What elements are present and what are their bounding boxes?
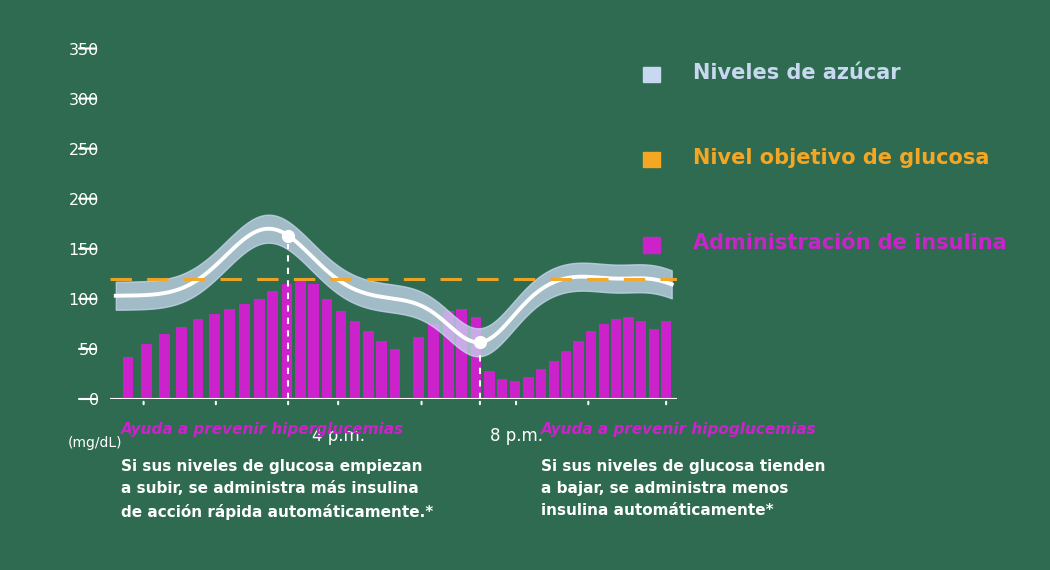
Bar [414,337,424,399]
Bar [176,327,187,399]
Bar [561,351,571,399]
Text: Niveles de azúcar: Niveles de azúcar [693,63,901,83]
Bar [193,319,204,399]
Bar [376,341,386,399]
Bar [321,299,332,399]
Bar [643,67,660,82]
Bar [660,321,671,399]
Bar [225,309,235,399]
Bar [309,284,319,399]
Bar [598,324,609,399]
Bar [586,331,596,399]
Bar [428,324,439,399]
Text: Nivel objetivo de glucosa: Nivel objetivo de glucosa [693,148,989,168]
Bar [268,291,278,399]
Bar [123,357,133,399]
Bar [295,279,306,399]
Bar [160,334,170,399]
Bar [457,309,467,399]
Bar [509,381,520,399]
Bar [611,319,622,399]
Bar [470,317,481,399]
Bar [649,329,659,399]
Bar [350,321,360,399]
Text: Si sus niveles de glucosa empiezan
a subir, se administra más insulina
de acción: Si sus niveles de glucosa empiezan a sub… [121,459,433,520]
Bar [443,311,454,399]
Text: 8 p.m.: 8 p.m. [489,427,543,445]
Text: (mg/dL): (mg/dL) [67,436,122,450]
Bar [523,377,533,399]
Text: Ayuda a prevenir hipoglucemias: Ayuda a prevenir hipoglucemias [541,422,817,437]
Bar [536,369,546,399]
Text: 4 p.m.: 4 p.m. [312,427,364,445]
Bar [623,317,633,399]
Bar [643,152,660,168]
Text: Administración de insulina: Administración de insulina [693,233,1007,254]
Bar [636,321,647,399]
Bar [336,311,346,399]
Bar [239,304,250,399]
Bar [573,341,584,399]
Bar [363,331,374,399]
Text: Si sus niveles de glucosa tienden
a bajar, se administra menos
insulina automáti: Si sus niveles de glucosa tienden a baja… [541,459,825,518]
Bar [254,299,265,399]
Text: Ayuda a prevenir hiperglucemias: Ayuda a prevenir hiperglucemias [121,422,404,437]
Bar [141,344,151,399]
Bar [643,237,660,253]
Bar [281,284,292,399]
Bar [497,379,507,399]
Bar [484,371,495,399]
Bar [210,314,220,399]
Bar [390,349,400,399]
Bar [548,361,560,399]
